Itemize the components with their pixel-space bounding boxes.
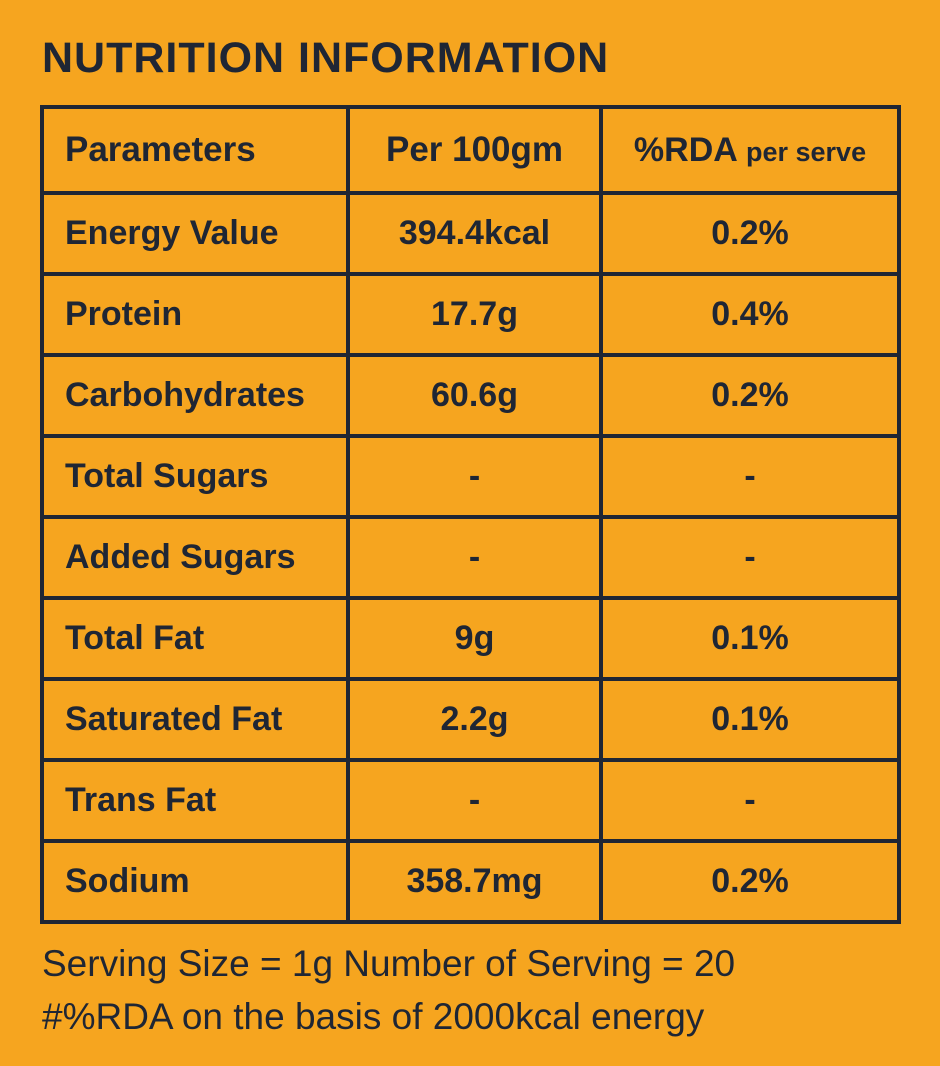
per-100gm-value-cell: 9g [346,596,603,681]
per-100gm-value-cell: 60.6g [346,353,603,438]
table-row: Carbohydrates 60.6g 0.2% [40,353,901,438]
parameter-name-cell: Trans Fat [40,758,350,843]
table-header-row: Parameters Per 100gm %RDA per serve [40,105,901,195]
parameter-name-cell: Carbohydrates [40,353,350,438]
per-100gm-value-cell: - [346,434,603,519]
parameter-name-cell: Sodium [40,839,350,924]
per-100gm-value-cell: 2.2g [346,677,603,762]
table-row: Added Sugars - - [40,515,901,600]
table-row: Protein 17.7g 0.4% [40,272,901,357]
parameter-name-cell: Added Sugars [40,515,350,600]
parameter-name-cell: Energy Value [40,191,350,276]
column-header-rda: %RDA per serve [599,105,901,195]
parameter-name-cell: Total Fat [40,596,350,681]
rda-value-cell: 0.4% [599,272,901,357]
per-100gm-value-cell: 358.7mg [346,839,603,924]
table-row: Sodium 358.7mg 0.2% [40,839,901,924]
per-100gm-value-cell: - [346,758,603,843]
table-row: Total Fat 9g 0.1% [40,596,901,681]
parameter-name-cell: Total Sugars [40,434,350,519]
per-100gm-value-cell: - [346,515,603,600]
footnote-rda-basis: #%RDA on the basis of 2000kcal energy [42,995,705,1037]
rda-value-cell: 0.1% [599,596,901,681]
rda-header-main: %RDA [633,130,737,169]
footnotes: Serving Size = 1g Number of Serving = 20… [42,938,900,1043]
table-row: Saturated Fat 2.2g 0.1% [40,677,901,762]
rda-value-cell: 0.2% [599,191,901,276]
rda-header-sub: per serve [746,136,867,167]
page-title: NUTRITION INFORMATION [42,34,610,82]
rda-value-cell: - [599,515,901,600]
table-row: Total Sugars - - [40,434,901,519]
rda-value-cell: - [599,758,901,843]
parameter-name-cell: Protein [40,272,350,357]
table-body: Energy Value 394.4kcal 0.2% Protein 17.7g 0.4… [40,191,901,924]
table-row: Trans Fat - - [40,758,901,843]
footnote-serving-size: Serving Size = 1g Number of Serving = 20 [42,943,736,984]
rda-value-cell: 0.2% [599,839,901,924]
rda-value-cell: - [599,434,901,519]
per-100gm-value-cell: 17.7g [346,272,603,357]
rda-value-cell: 0.2% [599,353,901,438]
table-row: Energy Value 394.4kcal 0.2% [40,191,901,276]
parameter-name-cell: Saturated Fat [40,677,350,762]
per-100gm-value-cell: 394.4kcal [346,191,603,276]
rda-value-cell: 0.1% [599,677,901,762]
column-header-per-100gm: Per 100gm [346,105,603,195]
nutrition-table: Parameters Per 100gm %RDA per serve Ener… [40,105,901,924]
column-header-parameters: Parameters [40,105,350,195]
